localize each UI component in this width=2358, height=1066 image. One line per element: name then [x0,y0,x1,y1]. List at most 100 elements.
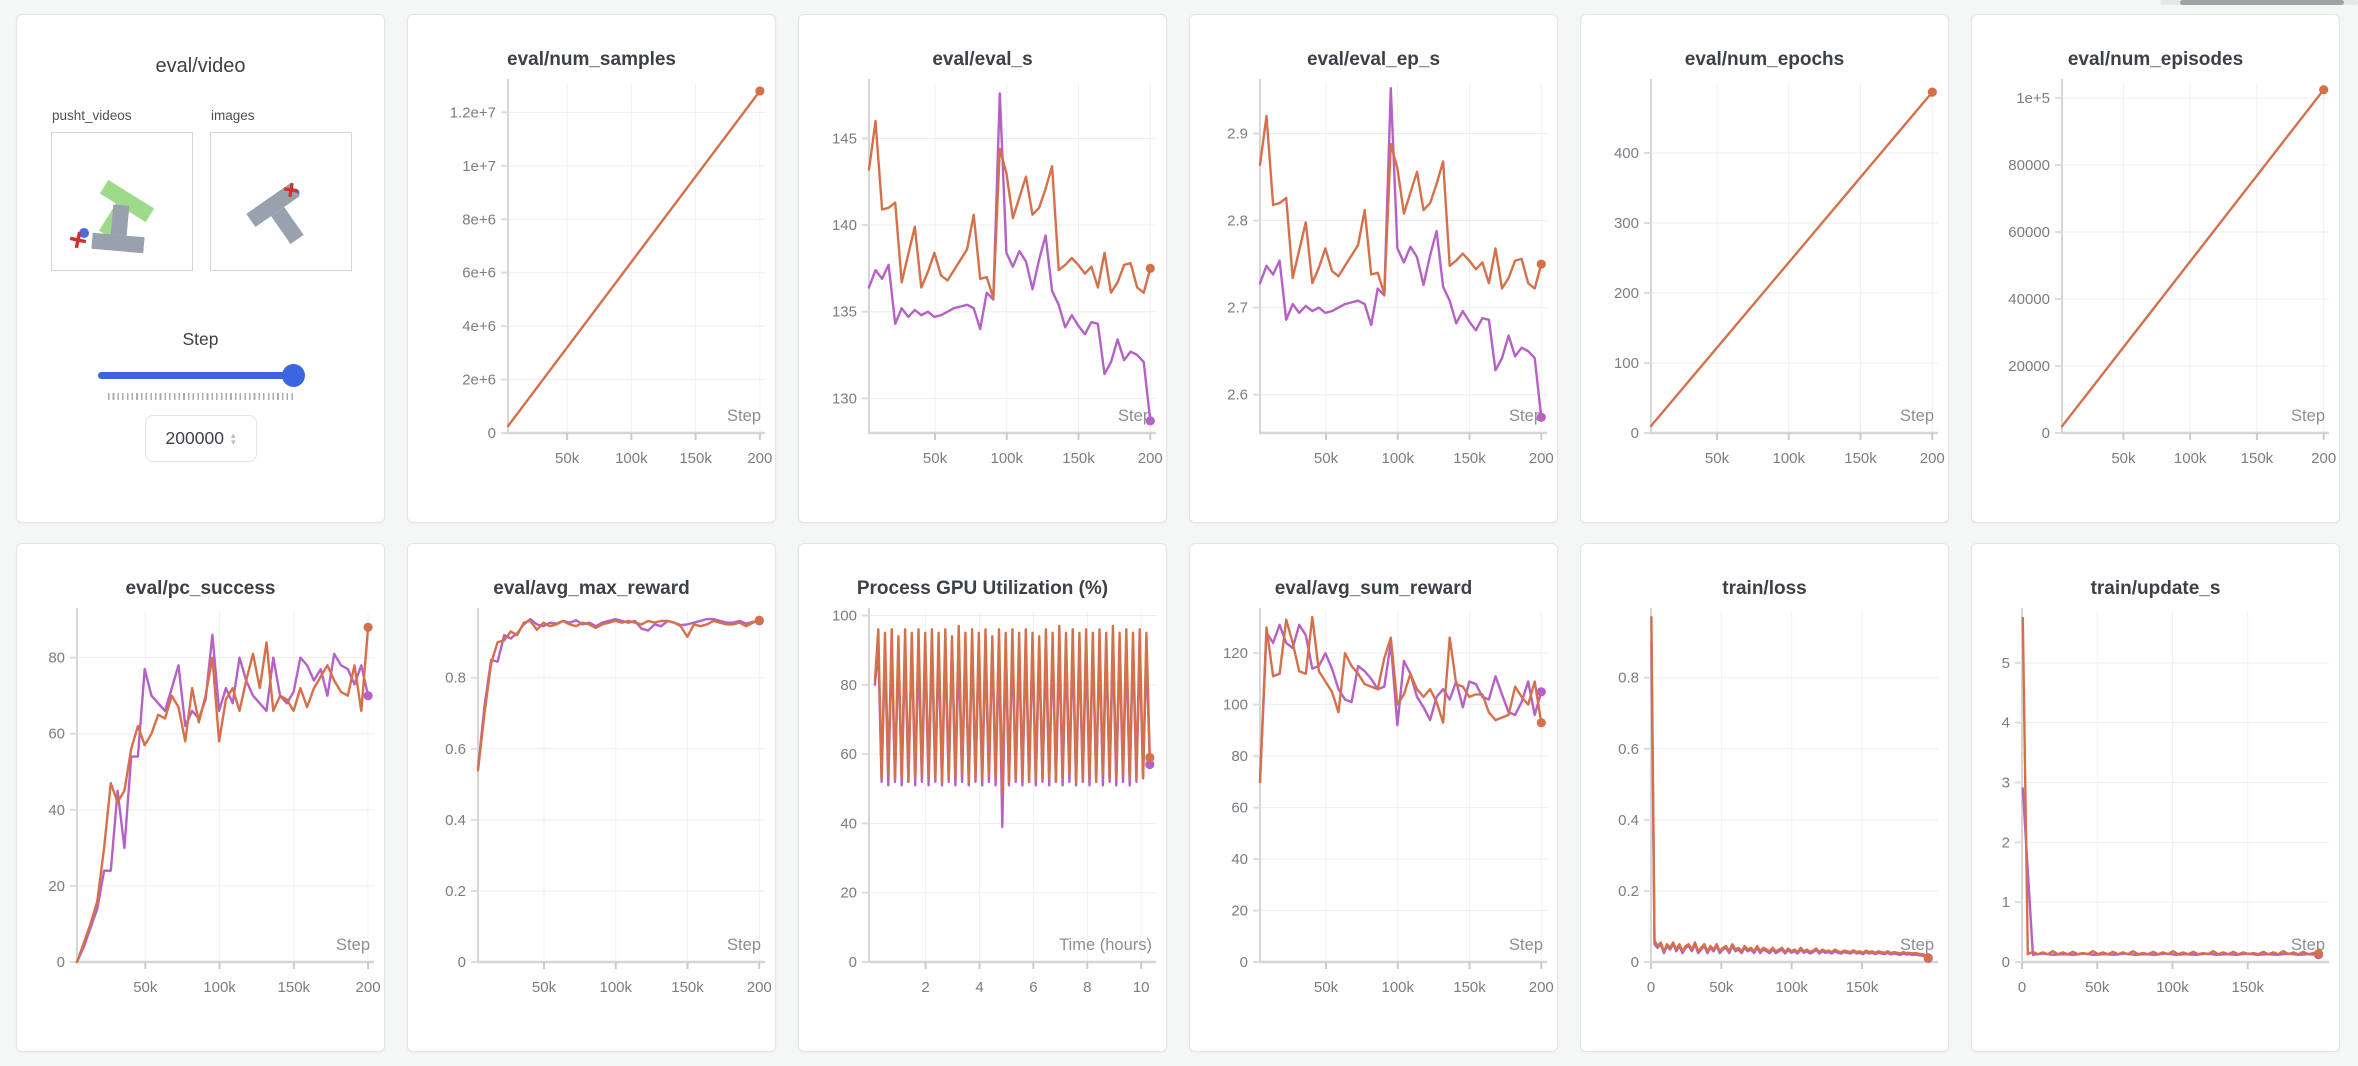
svg-text:50k: 50k [1314,450,1339,467]
svg-text:150k: 150k [278,979,311,996]
chart-eval-num-epochs[interactable]: 50k 100k 150k 200 0 100 200 300 400 Step [1581,75,1949,487]
svg-text:200: 200 [1529,979,1554,996]
svg-text:150k: 150k [1844,450,1877,467]
panel-title: eval/num_epochs [1684,49,1845,70]
svg-text:135: 135 [832,304,857,321]
stepper-arrows[interactable]: ▴ ▾ [230,429,236,447]
stepper-down-icon[interactable]: ▾ [230,436,236,447]
chart-eval-num-episodes[interactable]: 50k 100k 150k 200 0 20000 40000 60000 80000 1e+5 S… [1972,75,2340,487]
svg-text:20: 20 [48,878,65,895]
agent-dot [79,228,89,238]
slider-thumb[interactable] [282,364,305,387]
panel-title: eval/eval_s [932,49,1033,70]
svg-text:100: 100 [1614,355,1639,372]
svg-text:0.6: 0.6 [445,741,466,758]
svg-text:140: 140 [832,217,857,234]
svg-text:5: 5 [2002,655,2010,672]
svg-text:4: 4 [2002,715,2010,732]
svg-text:100k: 100k [1772,450,1805,467]
svg-text:Time (hours): Time (hours) [1059,936,1152,954]
slider-track[interactable] [98,372,303,379]
svg-text:Step: Step [1900,407,1934,425]
svg-text:200: 200 [1529,450,1554,467]
panel-title: eval/pc_success [125,578,276,599]
panel-gpu-utilization: Process GPU Utilization (%) 2 4 6 8 10 0 20 40 6… [798,543,1167,1052]
svg-text:3: 3 [2002,775,2010,792]
svg-text:100k: 100k [1381,450,1414,467]
svg-text:Step: Step [727,407,761,425]
svg-text:2.6: 2.6 [1227,387,1248,404]
svg-text:2e+6: 2e+6 [462,372,496,389]
slider-tick-ruler [107,393,294,400]
panel-eval-num-samples: eval/num_samples 50k 100k 150k 200 0 2e+6 4e+6… [407,14,776,523]
chart-eval-avg-sum-reward[interactable]: 50k 100k 150k 200 0 20 40 60 80 100 120 Step [1190,604,1558,1016]
chart-eval-avg-max-reward[interactable]: 50k 100k 150k 200 0 0.2 0.4 0.6 0.8 Step [408,604,776,1016]
svg-text:4e+6: 4e+6 [462,318,496,335]
panel-title: eval/eval_ep_s [1306,49,1441,70]
svg-text:Step: Step [1509,936,1543,954]
panel-eval-eval-ep-s: eval/eval_ep_s 50k 100k 150k 200 2.6 2.7 2.8 2.… [1189,14,1558,523]
svg-text:150k: 150k [679,450,712,467]
pusht-video-thumbnail[interactable] [51,132,193,271]
svg-text:0.4: 0.4 [1618,812,1639,829]
svg-text:100k: 100k [1775,979,1808,996]
stepper-up-icon[interactable]: ▴ [230,429,236,440]
step-value-input[interactable]: 200000 ▴ ▾ [144,415,257,462]
horizontal-scrollbar-thumb[interactable] [2180,0,2344,5]
svg-text:4: 4 [975,979,983,996]
panel-title: eval/num_samples [507,49,676,70]
gray-t-shape [91,204,145,254]
svg-text:1e+7: 1e+7 [462,158,496,175]
media-label-images: images [211,108,255,123]
svg-text:50k: 50k [532,979,557,996]
panel-eval-eval-s: eval/eval_s 50k 100k 150k 200 130 135 140 145 St… [798,14,1167,523]
panel-title-eval-video: eval/video [155,55,246,77]
svg-text:60000: 60000 [2008,224,2050,241]
svg-text:200: 200 [747,979,772,996]
step-slider[interactable] [98,364,305,387]
target-cross-icon [283,182,299,198]
svg-text:200: 200 [1138,450,1163,467]
svg-text:150k: 150k [2231,979,2264,996]
svg-text:60: 60 [1231,800,1248,817]
panel-eval-avg-max-reward: eval/avg_max_reward 50k 100k 150k 200 0 0.2 0.… [407,543,776,1052]
svg-text:40: 40 [48,802,65,819]
media-label-pusht-videos: pusht_videos [52,108,132,123]
svg-text:0: 0 [488,425,496,442]
svg-text:100k: 100k [1381,979,1414,996]
horizontal-scrollbar[interactable] [2160,0,2358,5]
svg-text:10: 10 [1133,979,1150,996]
media-images: images [210,108,352,271]
svg-text:8e+6: 8e+6 [462,211,496,228]
chart-eval-eval-ep-s[interactable]: 50k 100k 150k 200 2.6 2.7 2.8 2.9 Step [1190,75,1558,487]
svg-text:50k: 50k [2111,450,2136,467]
step-slider-label: Step [182,329,219,349]
chart-eval-num-samples[interactable]: 50k 100k 150k 200 0 2e+6 4e+6 6e+6 8e+6 1e+7 1.2e+… [408,75,776,487]
chart-eval-pc-success[interactable]: 50k 100k 150k 200 0 20 40 60 80 Step [17,604,385,1016]
svg-text:0: 0 [1631,425,1639,442]
svg-text:80000: 80000 [2008,157,2050,174]
svg-text:0.4: 0.4 [445,812,466,829]
svg-text:50k: 50k [555,450,580,467]
panel-eval-avg-sum-reward: eval/avg_sum_reward 50k 100k 150k 200 0 20 40 6… [1189,543,1558,1052]
images-thumbnail[interactable] [210,132,352,271]
svg-text:60: 60 [840,746,857,763]
chart-eval-eval-s[interactable]: 50k 100k 150k 200 130 135 140 145 Step [799,75,1167,487]
step-value: 200000 [165,428,224,448]
chart-train-loss[interactable]: 0 50k 100k 150k 0 0.2 0.4 0.6 0.8 Step [1581,604,1949,1016]
svg-text:120: 120 [1223,645,1248,662]
svg-text:130: 130 [832,390,857,407]
svg-text:0: 0 [57,954,65,971]
svg-text:100k: 100k [990,450,1023,467]
svg-text:Step: Step [1509,407,1543,425]
svg-text:100: 100 [1223,697,1248,714]
panel-title: train/update_s [2090,578,2221,599]
svg-text:80: 80 [840,677,857,694]
svg-text:0.2: 0.2 [1618,883,1639,900]
svg-text:100: 100 [832,607,857,624]
svg-text:50k: 50k [1709,979,1734,996]
svg-text:0: 0 [2042,425,2050,442]
svg-text:145: 145 [832,130,857,147]
